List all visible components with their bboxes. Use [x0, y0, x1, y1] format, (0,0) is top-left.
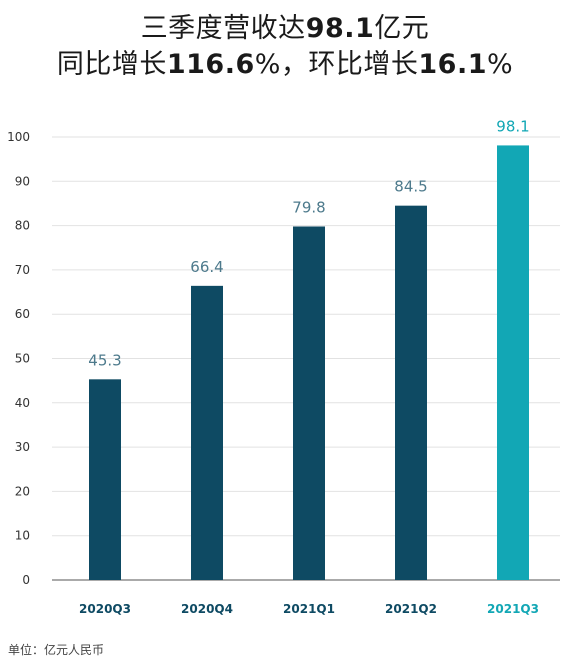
- x-tick-label-2021Q2: 2021Q2: [385, 602, 437, 616]
- y-tick-label: 100: [7, 130, 30, 144]
- data-label-2021Q2: 84.5: [394, 178, 427, 196]
- title-line2-mid: %，环比增长: [254, 49, 419, 80]
- x-tick-label-2020Q3: 2020Q3: [79, 602, 131, 616]
- y-tick-label: 0: [22, 573, 30, 587]
- unit-note: 单位：亿元人民币: [8, 643, 105, 657]
- y-tick-label: 80: [15, 219, 30, 233]
- title-line2-highlight-1: 116.6: [166, 49, 255, 80]
- title-line1-pre: 三季度营收达: [140, 13, 306, 44]
- y-tick-label: 20: [15, 484, 30, 498]
- y-tick-label: 10: [15, 529, 30, 543]
- bar-2021Q2: [395, 205, 427, 581]
- data-label-2020Q3: 45.3: [88, 351, 121, 369]
- title-line2-post: %: [487, 49, 514, 80]
- y-tick-label: 60: [15, 307, 30, 321]
- y-tick-label: 30: [15, 440, 30, 454]
- bar-2020Q4: [191, 285, 223, 580]
- data-label-2020Q4: 66.4: [190, 258, 223, 276]
- title-line1-post: 亿元: [374, 13, 430, 44]
- title-line2-highlight-2: 16.1: [418, 49, 488, 80]
- title-line1-highlight: 98.1: [305, 13, 375, 44]
- chart-title-line-2: 同比增长116.6%，环比增长16.1%: [0, 42, 570, 81]
- chart-title-line-1: 三季度营收达98.1亿元: [0, 6, 570, 45]
- bar-2020Q3: [89, 379, 121, 580]
- x-tick-label-2021Q3: 2021Q3: [487, 602, 539, 616]
- y-tick-label: 50: [15, 352, 30, 366]
- bar-2021Q1: [293, 226, 325, 580]
- x-tick-label-2020Q4: 2020Q4: [181, 602, 233, 616]
- y-tick-label: 90: [15, 174, 30, 188]
- x-tick-label-2021Q1: 2021Q1: [283, 602, 335, 616]
- bar-2021Q3: [497, 145, 529, 581]
- data-label-2021Q3: 98.1: [496, 117, 529, 135]
- title-line2-pre: 同比增长: [56, 49, 167, 80]
- y-tick-label: 40: [15, 396, 30, 410]
- data-label-2021Q1: 79.8: [292, 198, 325, 216]
- y-tick-label: 70: [15, 263, 30, 277]
